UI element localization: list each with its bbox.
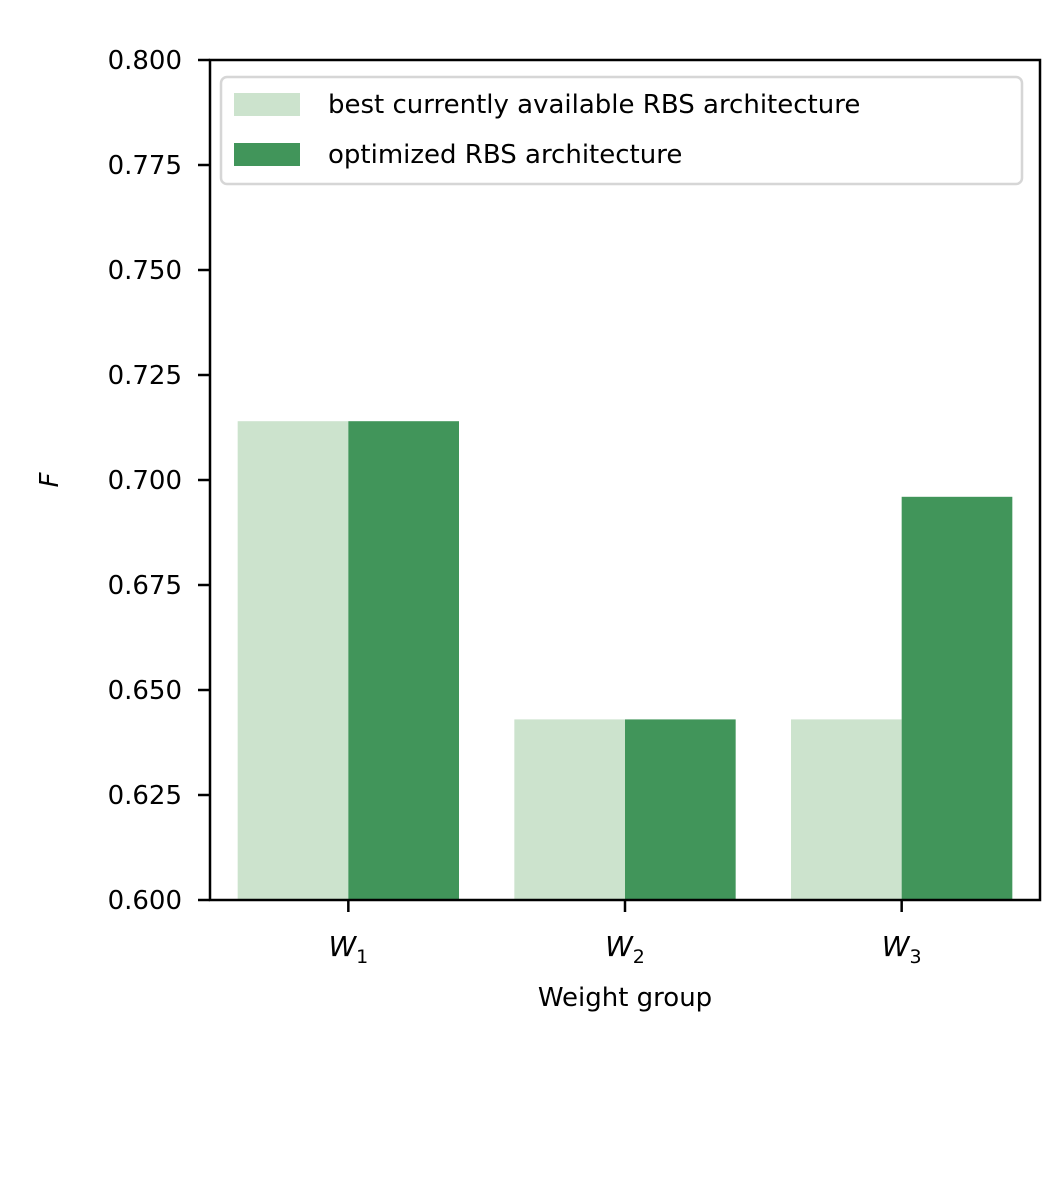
- legend: best currently available RBS architectur…: [219, 75, 1024, 186]
- bar-best-available-1: [237, 421, 349, 900]
- y-tick-label: 0.725: [108, 361, 182, 391]
- y-tick-label: 0.650: [108, 676, 182, 706]
- bar-best-available-3: [791, 719, 902, 900]
- y-tick-label: 0.625: [108, 781, 182, 811]
- legend-box: [219, 75, 1024, 186]
- bar-best-available-2: [514, 719, 625, 900]
- y-axis: 0.600 0.625 0.650 0.675 0.700 0.725 0.750 0.775…: [108, 46, 210, 916]
- x-tick-label-subscript: 2: [633, 946, 645, 968]
- x-tick-label-2: W2: [605, 930, 645, 968]
- y-tick-label: 0.700: [108, 466, 182, 496]
- legend-swatch-2: [234, 143, 300, 166]
- x-tick-label-subscript: 1: [356, 946, 368, 968]
- x-tick-label-base: W: [605, 930, 634, 963]
- bar-optimized-3: [901, 496, 1013, 900]
- legend-label-2: optimized RBS architecture: [328, 140, 682, 170]
- x-tick-label-1: W1: [328, 930, 368, 968]
- x-tick-label-base: W: [328, 930, 357, 963]
- y-tick-label: 0.800: [108, 46, 182, 76]
- bars-layer: [237, 421, 1013, 900]
- x-tick-label-3: W3: [882, 930, 922, 968]
- x-axis-label: Weight group: [538, 983, 712, 1013]
- bar-optimized-2: [625, 719, 736, 900]
- y-tick-label: 0.675: [108, 571, 182, 601]
- x-tick-label-base: W: [882, 930, 911, 963]
- legend-label-1: best currently available RBS architectur…: [328, 90, 860, 120]
- x-tick-label-subscript: 3: [909, 946, 921, 968]
- y-tick-label: 0.750: [108, 256, 182, 286]
- bar-optimized-1: [348, 421, 459, 900]
- legend-swatch-1: [234, 93, 300, 116]
- y-tick-label: 0.775: [108, 151, 182, 181]
- y-axis-label: F: [35, 471, 65, 487]
- plot-frame: [208, 58, 1042, 902]
- y-tick-label: 0.600: [108, 886, 182, 916]
- x-axis: W1 W2 W3: [328, 900, 922, 968]
